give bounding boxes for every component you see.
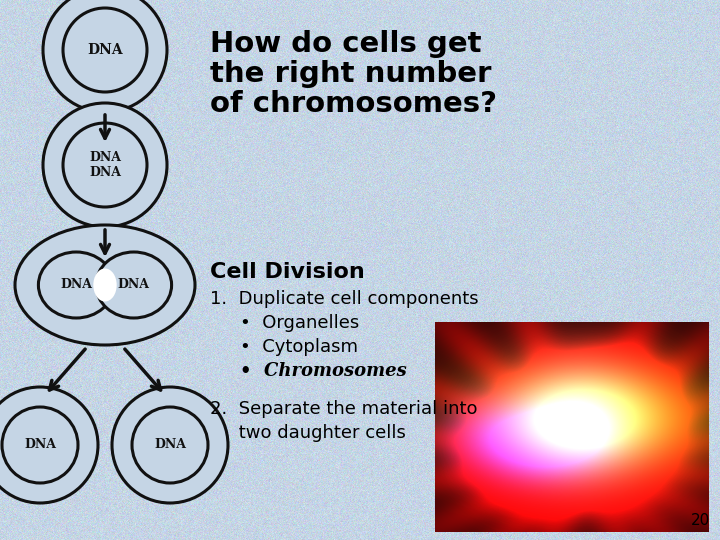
Ellipse shape [0, 387, 98, 503]
Text: •  Chromosomes: • Chromosomes [240, 362, 407, 380]
Ellipse shape [38, 252, 114, 318]
Ellipse shape [112, 387, 228, 503]
Ellipse shape [63, 123, 147, 207]
Ellipse shape [2, 407, 78, 483]
Text: DNA: DNA [60, 279, 92, 292]
Ellipse shape [132, 407, 208, 483]
Ellipse shape [63, 8, 147, 92]
Text: DNA: DNA [118, 279, 150, 292]
Ellipse shape [94, 268, 117, 301]
Ellipse shape [43, 0, 167, 112]
Text: two daughter cells: two daughter cells [210, 424, 406, 442]
Text: 2.  Separate the material into: 2. Separate the material into [210, 400, 477, 418]
Text: Cell Division: Cell Division [210, 262, 365, 282]
Ellipse shape [96, 252, 171, 318]
Text: DNA: DNA [154, 438, 186, 451]
Text: DNA
DNA: DNA DNA [89, 151, 121, 179]
Text: 20: 20 [690, 513, 710, 528]
Text: •  Cytoplasm: • Cytoplasm [240, 338, 358, 356]
Text: DNA: DNA [87, 43, 123, 57]
Text: DNA: DNA [24, 438, 56, 451]
Text: •  Organelles: • Organelles [240, 314, 359, 332]
Ellipse shape [15, 225, 195, 345]
Text: the right number: the right number [210, 60, 491, 88]
Ellipse shape [43, 103, 167, 227]
Text: 1.  Duplicate cell components: 1. Duplicate cell components [210, 290, 479, 308]
Text: of chromosomes?: of chromosomes? [210, 90, 497, 118]
Text: How do cells get: How do cells get [210, 30, 482, 58]
